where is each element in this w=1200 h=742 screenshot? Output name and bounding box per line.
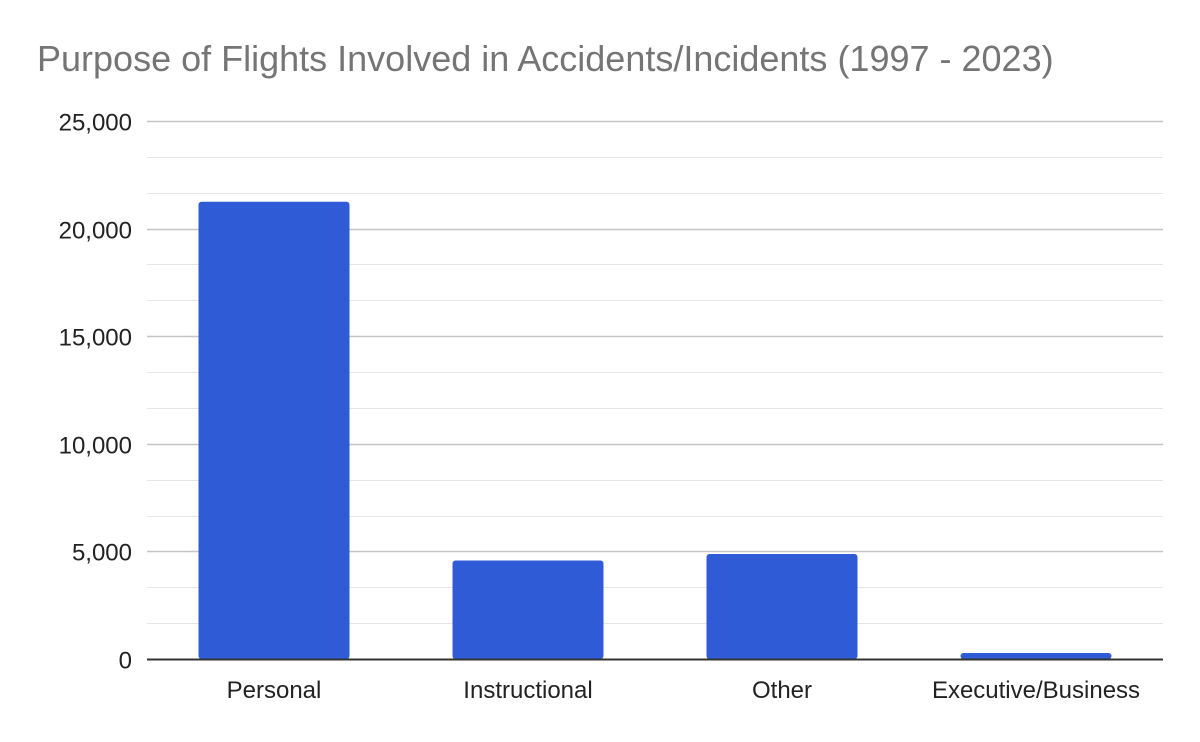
x-tick-label: Executive/Business (932, 677, 1140, 704)
chart-title: Purpose of Flights Involved in Accidents… (37, 38, 1054, 79)
y-tick-label: 25,000 (59, 110, 132, 137)
y-tick-label: 15,000 (59, 325, 132, 352)
y-tick-label: 5,000 (72, 540, 132, 567)
y-axis-tick-labels: 0 5,000 10,000 15,000 20,000 25,000 (59, 110, 132, 675)
bar-other (706, 553, 858, 659)
y-tick-label: 0 (119, 648, 132, 675)
x-tick-label: Personal (227, 677, 322, 704)
bar-instructional (452, 560, 604, 659)
bar-personal (198, 201, 350, 659)
bar-executive-business (960, 652, 1112, 659)
y-tick-label: 10,000 (59, 433, 132, 460)
x-tick-label: Other (752, 677, 812, 704)
bars (198, 201, 1112, 659)
x-tick-label: Instructional (463, 677, 592, 704)
x-axis-tick-labels: Personal Instructional Other Executive/Busi… (227, 677, 1140, 704)
y-tick-label: 20,000 (59, 218, 132, 245)
